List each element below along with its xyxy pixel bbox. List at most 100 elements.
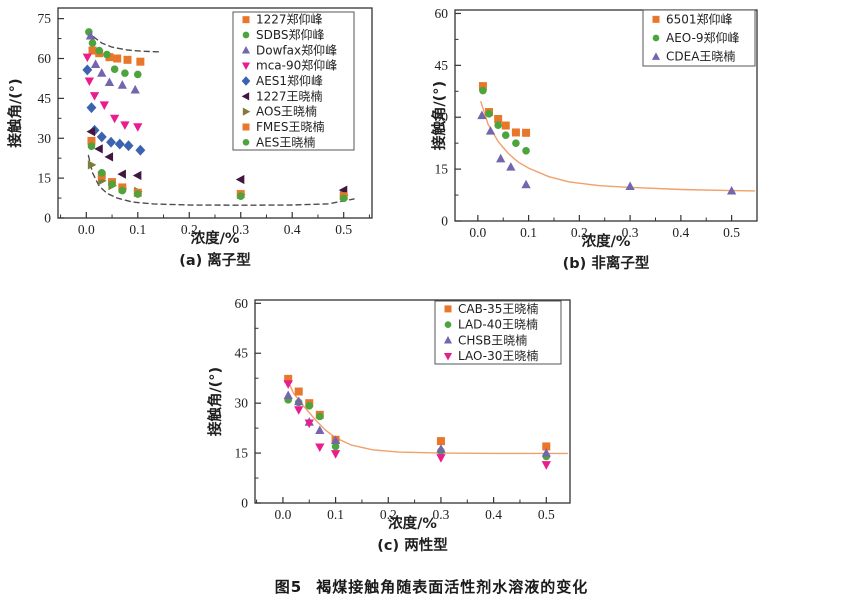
x-tick-label: 0.1 [129, 222, 146, 237]
triangle-down-marker [89, 92, 100, 101]
triangle-left-marker [104, 152, 114, 162]
series-AEO-9郑仰峰 [479, 86, 530, 155]
triangle-up-marker [283, 390, 293, 400]
triangle-up-marker [477, 110, 487, 120]
series-AES王晓楠 [87, 142, 348, 203]
square-marker [242, 16, 250, 24]
legend-label: 1227王晓楠 [256, 88, 323, 103]
circle-marker [339, 194, 348, 203]
y-tick-label: 30 [38, 131, 52, 146]
x-tick-label: 0.4 [284, 222, 301, 237]
triangle-up-marker [485, 126, 496, 135]
square-marker [284, 374, 293, 383]
diamond-marker [106, 136, 116, 148]
triangle-down-marker [99, 101, 109, 110]
series-AOS王晓楠 [87, 160, 349, 200]
y-tick-label: 60 [38, 51, 52, 66]
x-tick-label: 0.5 [538, 507, 555, 522]
series-1227王晓楠 [86, 126, 348, 195]
legend-label: CHSB王晓楠 [458, 332, 527, 347]
series-CAB-35王晓楠 [284, 374, 551, 451]
x-tick-label: 0.0 [78, 222, 95, 237]
subplot-title: (b) 非离子型 [563, 254, 650, 272]
x-tick-label: 0.5 [723, 225, 740, 240]
triangle-left-marker [117, 169, 126, 179]
circle-marker [512, 139, 520, 147]
square-marker [522, 128, 531, 137]
legend-label: LAO-30王晓楠 [458, 348, 538, 363]
square-marker [501, 121, 510, 130]
triangle-left-marker [241, 92, 250, 101]
x-axis-label: 浓度/% [388, 514, 437, 532]
triangle-down-marker [120, 121, 130, 130]
triangle-up-marker [90, 59, 101, 68]
circle-marker [242, 139, 250, 146]
x-tick-label: 0.3 [433, 507, 450, 522]
legend-label: SDBS郑仰峰 [256, 27, 325, 42]
triangle-up-marker [625, 181, 635, 191]
circle-marker [133, 190, 142, 198]
triangle-down-marker [241, 62, 251, 71]
legend-box [434, 300, 562, 365]
circle-marker [479, 86, 487, 95]
square-marker [436, 437, 445, 446]
triangle-down-marker [436, 454, 446, 463]
series-Dowfax郑仰峰 [85, 30, 140, 94]
triangle-up-marker [104, 77, 115, 87]
triangle-up-marker [651, 52, 661, 60]
legend-label: AES1郑仰峰 [256, 73, 323, 88]
x-axis-label: 浓度/% [191, 229, 240, 247]
circle-marker [88, 39, 97, 47]
legend-box [232, 11, 355, 151]
circle-marker [87, 142, 96, 151]
circle-marker [236, 192, 245, 201]
chart-nonionic: 0.0 0.1 0.2 0.3 0.4 0.5 0 15 30 45 60 6501郑仰峰 AEO-9郑… [430, 0, 863, 285]
triangle-up-marker [506, 162, 516, 171]
y-tick-label: 30 [435, 110, 449, 125]
x-tick-label: 0.2 [181, 222, 198, 237]
circle-marker [444, 321, 452, 328]
triangle-up-marker [315, 425, 325, 435]
circle-marker [652, 34, 660, 42]
triangle-left-marker [132, 170, 142, 181]
chart-ionic: 0.0 0.1 0.2 0.3 0.4 0.5 0 15 30 45 60 75 1227郑仰峰 SDBS… [0, 0, 430, 285]
triangle-down-marker [109, 114, 120, 124]
chart-amphoteric: 0.0 0.1 0.2 0.3 0.4 0.5 0 15 30 45 60 CAB-35王晓楠 LAD-… [150, 288, 710, 573]
circle-marker [95, 46, 103, 55]
triangle-down-marker [133, 123, 143, 132]
square-marker [652, 15, 660, 23]
square-marker [478, 82, 487, 91]
triangle-down-marker [84, 77, 95, 87]
y-tick-label: 0 [241, 496, 248, 511]
triangle-right-marker [87, 160, 97, 170]
series-CDEA王晓楠 [477, 110, 737, 195]
subplot-title: (c) 两性型 [377, 536, 448, 554]
x-tick-label: 0.0 [274, 507, 291, 522]
y-tick-label: 0 [441, 214, 448, 229]
circle-marker [103, 50, 111, 59]
fit-curve [285, 375, 569, 455]
legend-label: FMES王晓楠 [256, 119, 324, 134]
triangle-right-marker [242, 107, 251, 116]
diamond-marker [82, 64, 93, 76]
square-marker [136, 57, 145, 66]
y-tick-label: 75 [38, 11, 52, 26]
series-mca-90郑仰峰 [82, 53, 143, 132]
x-tick-label: 0.0 [469, 225, 486, 240]
triangle-up-marker [541, 448, 551, 457]
triangle-up-marker [496, 153, 506, 163]
legend-label: AOS王晓楠 [256, 104, 317, 119]
legend-label: CDEA王晓楠 [666, 49, 735, 64]
triangle-down-marker [283, 380, 293, 389]
circle-marker [97, 169, 106, 177]
diamond-marker [135, 144, 146, 156]
y-tick-label: 15 [38, 171, 52, 186]
legend-label: LAD-40王晓楠 [458, 317, 538, 332]
square-marker [294, 387, 303, 396]
square-marker [494, 114, 503, 123]
square-marker [123, 55, 132, 64]
legend-label: AEO-9郑仰峰 [666, 30, 740, 45]
legend-box [642, 9, 756, 67]
triangle-up-marker [726, 185, 737, 195]
